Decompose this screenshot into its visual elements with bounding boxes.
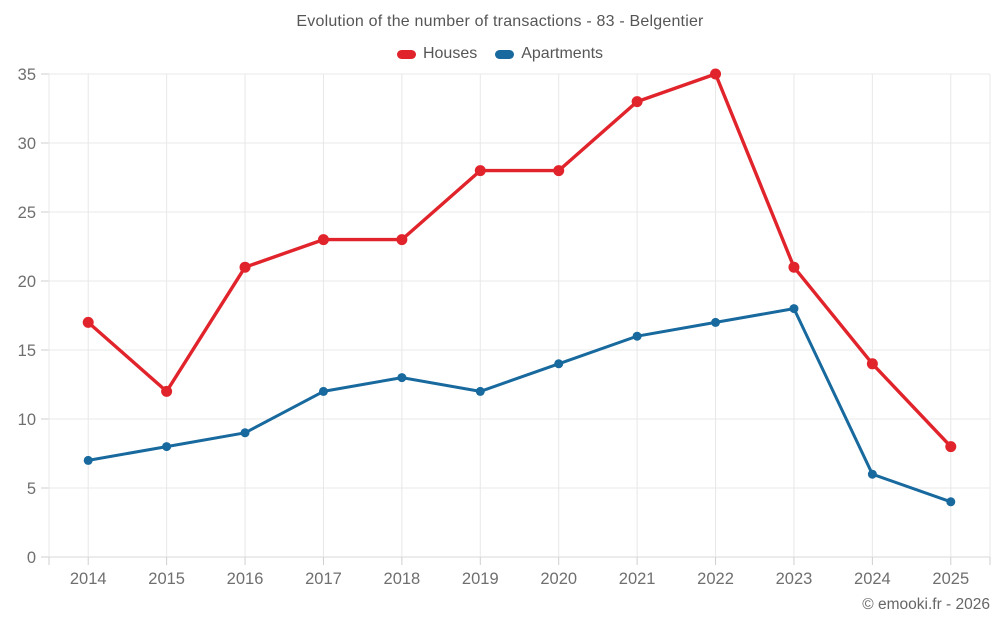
data-point-apartments[interactable]: [475, 386, 485, 396]
data-point-houses[interactable]: [788, 261, 800, 273]
legend-item-houses[interactable]: Houses: [396, 45, 478, 63]
data-point-houses[interactable]: [161, 385, 173, 397]
data-point-apartments[interactable]: [867, 469, 877, 479]
series-line-houses: [86, 72, 953, 449]
copyright-text: © emooki.fr - 2026: [862, 596, 990, 613]
legend-label: Houses: [422, 45, 478, 62]
x-axis-label: 2024: [854, 570, 891, 588]
y-axis-label: 15: [18, 342, 36, 360]
chart-legend: Houses Apartments: [0, 45, 1000, 63]
data-point-houses[interactable]: [710, 68, 722, 80]
x-axis-label: 2018: [384, 570, 421, 588]
data-point-houses[interactable]: [317, 234, 329, 246]
data-point-apartments[interactable]: [711, 317, 721, 327]
x-axis-label: 2023: [776, 570, 813, 588]
x-axis-label: 2015: [148, 570, 185, 588]
y-axis-label: 0: [27, 549, 36, 567]
legend-swatch: [396, 49, 416, 59]
x-axis-label: 2014: [70, 570, 107, 588]
x-axis-label: 2016: [227, 570, 264, 588]
data-point-apartments[interactable]: [240, 428, 250, 438]
y-axis-label: 30: [18, 135, 36, 153]
data-point-houses[interactable]: [945, 441, 957, 453]
legend-item-apartments[interactable]: Apartments: [495, 45, 603, 63]
x-axis-label: 2022: [697, 570, 734, 588]
data-point-apartments[interactable]: [946, 497, 956, 507]
legend-label: Apartments: [521, 45, 604, 62]
y-axis-label: 35: [18, 66, 36, 84]
data-point-apartments[interactable]: [397, 373, 407, 383]
y-axis-label: 5: [27, 480, 36, 498]
chart-title: Evolution of the number of transactions …: [296, 13, 704, 30]
x-axis-label: 2025: [932, 570, 969, 588]
data-point-houses[interactable]: [631, 96, 643, 108]
data-point-apartments[interactable]: [318, 386, 328, 396]
data-point-houses[interactable]: [239, 261, 251, 273]
data-point-apartments[interactable]: [554, 359, 564, 369]
data-point-houses[interactable]: [82, 316, 94, 328]
data-point-houses[interactable]: [866, 358, 878, 370]
data-point-houses[interactable]: [474, 165, 486, 177]
data-point-apartments[interactable]: [83, 455, 93, 465]
x-axis-label: 2017: [305, 570, 342, 588]
data-point-apartments[interactable]: [789, 304, 799, 314]
x-axis-label: 2020: [540, 570, 577, 588]
x-axis-label: 2019: [462, 570, 499, 588]
data-point-apartments[interactable]: [632, 331, 642, 341]
x-axis-label: 2021: [619, 570, 656, 588]
y-axis-label: 10: [18, 411, 36, 429]
data-point-apartments[interactable]: [162, 442, 172, 452]
y-axis-label: 20: [18, 273, 36, 291]
series-line-apartments: [86, 307, 953, 504]
y-axis-label: 25: [18, 204, 36, 222]
data-point-houses[interactable]: [396, 234, 408, 246]
legend-swatch: [495, 49, 515, 59]
data-point-houses[interactable]: [553, 165, 565, 177]
